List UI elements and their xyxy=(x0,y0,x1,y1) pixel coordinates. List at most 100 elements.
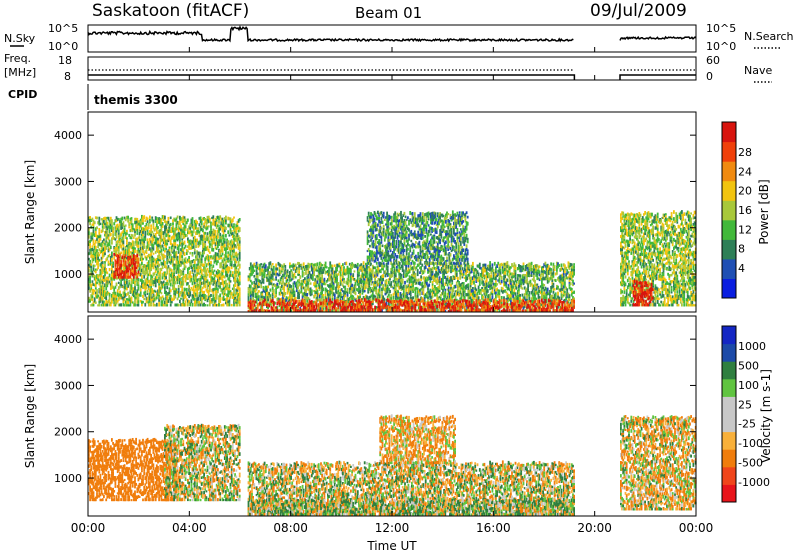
echo-cell xyxy=(185,252,188,256)
echo-cell xyxy=(354,291,357,296)
echo-cell xyxy=(228,302,231,307)
echo-cell xyxy=(161,231,164,235)
echo-cell xyxy=(158,274,160,277)
echo-cell xyxy=(164,239,166,244)
echo-cell xyxy=(404,280,406,285)
echo-cell xyxy=(100,261,103,266)
echo-cell xyxy=(100,247,103,250)
echo-cell xyxy=(262,278,265,282)
echo-cell xyxy=(157,226,159,230)
echo-cell xyxy=(160,224,163,228)
echo-cell xyxy=(93,242,96,246)
echo-cell xyxy=(144,227,147,231)
echo-cell xyxy=(154,258,157,262)
echo-cell xyxy=(139,257,142,262)
echo-cell xyxy=(105,221,108,226)
echo-cell xyxy=(173,252,175,256)
echo-cell xyxy=(134,217,136,221)
echo-cell xyxy=(152,302,155,307)
echo-cell xyxy=(164,277,166,281)
echo-cell xyxy=(191,271,194,274)
echo-cell xyxy=(182,251,185,255)
echo-cell xyxy=(106,241,109,245)
echo-cell xyxy=(126,257,128,260)
echo-cell xyxy=(154,242,157,245)
echo-cell xyxy=(152,232,155,236)
echo-cell xyxy=(106,216,109,219)
echo-cell xyxy=(117,281,120,284)
echo-cell xyxy=(114,232,117,236)
echo-cell xyxy=(136,228,139,233)
echo-cell xyxy=(169,229,172,233)
echo-cell xyxy=(128,226,131,229)
echo-cell xyxy=(147,303,150,307)
echo-cell xyxy=(126,304,128,307)
echo-cell xyxy=(157,255,159,258)
echo-cell xyxy=(191,220,194,224)
echo-cell xyxy=(138,231,141,236)
echo-cell xyxy=(101,270,104,274)
echo-cell xyxy=(154,270,157,273)
echo-cell xyxy=(286,269,289,274)
echo-cell xyxy=(103,247,105,251)
echo-cell xyxy=(167,282,170,286)
echo-cell xyxy=(123,264,126,268)
echo-cell xyxy=(124,284,127,288)
echo-cell xyxy=(164,271,166,274)
echo-cell xyxy=(145,267,148,271)
echo-cell xyxy=(157,261,159,265)
echo-cell xyxy=(146,292,149,295)
echo-cell xyxy=(172,222,174,225)
echo-cell xyxy=(131,223,134,227)
echo-cell xyxy=(147,263,150,268)
echo-cell xyxy=(175,250,178,254)
echo-cell xyxy=(172,286,174,291)
echo-cell xyxy=(170,272,173,275)
echo-cell xyxy=(134,303,136,307)
echo-cell xyxy=(356,262,359,267)
echo-cell xyxy=(162,283,165,286)
echo-cell xyxy=(150,285,152,290)
echo-cell xyxy=(226,296,228,301)
echo-cell xyxy=(99,290,102,293)
echo-cell xyxy=(472,265,474,268)
echo-cell xyxy=(175,223,178,227)
echo-cell xyxy=(189,251,192,255)
echo-cell xyxy=(135,294,137,297)
echo-cell xyxy=(154,250,157,254)
echo-cell xyxy=(238,255,241,259)
echo-cell xyxy=(142,265,144,268)
echo-cell xyxy=(269,294,272,297)
echo-cell xyxy=(167,239,170,243)
echo-cell xyxy=(150,243,152,246)
echo-cell xyxy=(416,269,419,273)
echo-cell xyxy=(105,217,108,220)
echo-cell xyxy=(129,286,132,291)
echo-cell xyxy=(160,292,163,295)
echo-cell xyxy=(117,239,120,243)
echo-cell xyxy=(112,292,114,295)
echo-cell xyxy=(124,254,127,257)
echo-cell xyxy=(181,291,184,295)
echo-cell xyxy=(370,276,373,281)
echo-cell xyxy=(131,227,134,230)
echo-cell xyxy=(189,294,192,297)
echo-cell xyxy=(141,303,143,307)
echo-cell xyxy=(182,215,185,220)
echo-cell xyxy=(105,280,108,284)
echo-cell xyxy=(185,234,188,237)
echo-cell xyxy=(100,291,103,296)
echo-cell xyxy=(142,222,144,225)
echo-cell xyxy=(212,264,215,268)
echo-cell xyxy=(322,287,325,292)
echo-cell xyxy=(388,293,390,297)
echo-cell xyxy=(233,290,235,294)
echo-cell xyxy=(113,255,116,260)
echo-cell xyxy=(149,238,151,242)
echo-cell xyxy=(183,275,186,279)
echo-cell xyxy=(161,253,164,258)
echo-cell xyxy=(136,223,139,227)
echo-cell xyxy=(149,288,151,293)
echo-cell xyxy=(109,226,112,230)
